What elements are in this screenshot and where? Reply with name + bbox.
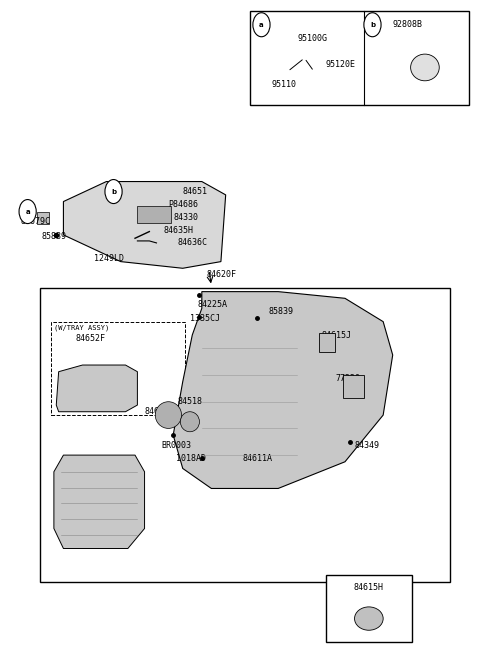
Text: 85839: 85839 [269,307,294,316]
Text: 84627C: 84627C [144,407,175,416]
Text: a: a [25,208,30,214]
Bar [137,206,171,223]
Text: 84635H: 84635H [164,226,193,234]
Text: 95120E: 95120E [326,60,356,69]
Circle shape [105,180,122,204]
Circle shape [364,13,381,37]
Text: 84636C: 84636C [178,239,208,247]
Text: 84652F: 84652F [75,334,105,343]
Ellipse shape [156,402,181,428]
Text: 84650Z: 84650Z [102,500,132,510]
Text: 84225A: 84225A [197,300,227,310]
Text: (W/TRAY ASSY): (W/TRAY ASSY) [54,325,109,332]
Text: 77220: 77220 [336,374,360,383]
Text: P84630: P84630 [63,397,94,406]
Text: 1249LD: 1249LD [95,254,124,263]
Bar [250,11,469,105]
Text: b: b [370,21,375,27]
Text: 84349: 84349 [355,441,380,450]
Text: 84518: 84518 [178,397,203,406]
Text: 84615J: 84615J [321,330,351,340]
Text: 95110: 95110 [271,80,296,89]
Bar [37,212,49,224]
Polygon shape [63,182,226,268]
Bar [319,333,336,352]
Circle shape [19,200,36,224]
Text: 1335CJ: 1335CJ [190,314,220,323]
Text: b: b [111,188,116,194]
Text: 85839: 85839 [42,232,67,241]
Text: a: a [259,21,264,27]
Polygon shape [173,291,393,488]
Circle shape [253,13,270,37]
Polygon shape [54,455,144,549]
Text: 84330: 84330 [173,213,198,222]
Text: 84651: 84651 [183,187,208,196]
Text: 92808B: 92808B [392,20,422,29]
Text: 84679C: 84679C [21,217,50,226]
Bar [326,576,412,642]
Bar [39,288,450,582]
Text: 1018AD: 1018AD [176,454,205,463]
Ellipse shape [410,54,439,81]
Text: 84611A: 84611A [242,454,272,463]
Ellipse shape [355,607,383,630]
Ellipse shape [180,412,199,431]
Text: 84615H: 84615H [354,583,384,592]
Text: 84620F: 84620F [206,271,237,279]
Bar [343,375,364,399]
Polygon shape [56,365,137,412]
Text: P84686: P84686 [168,200,198,210]
FancyBboxPatch shape [51,322,185,415]
Text: 95100G: 95100G [297,34,327,43]
Text: BR0003: BR0003 [161,441,191,450]
